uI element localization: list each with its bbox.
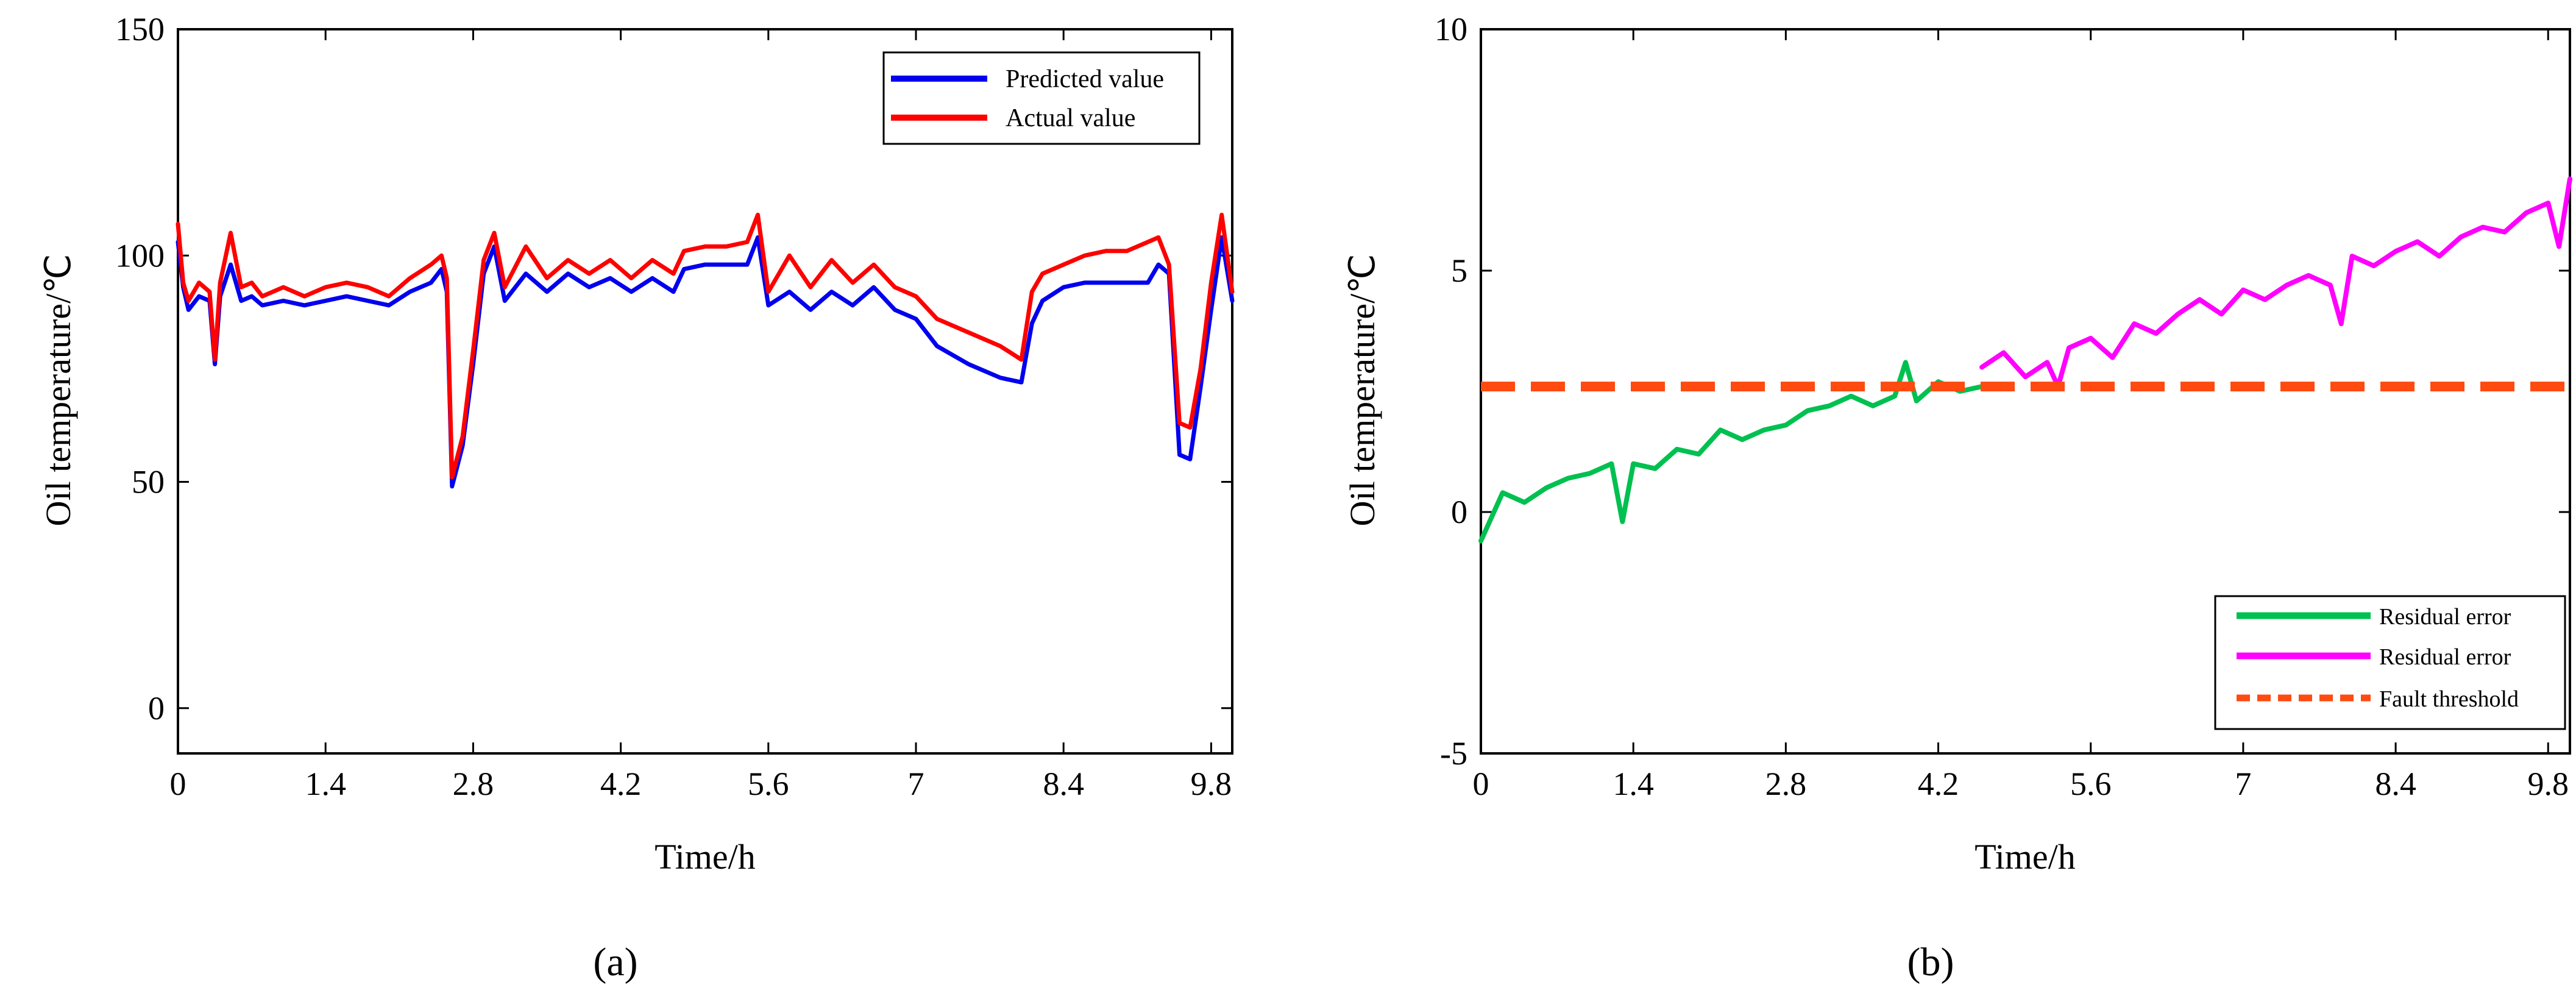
plot-area-a (177, 28, 1233, 755)
x-tick-label: 9.8 (2528, 766, 2569, 802)
y-tick-label: 5 (1451, 252, 1467, 289)
x-tick-label: 7 (2235, 766, 2251, 802)
y-tick-label: 150 (115, 11, 165, 48)
legend-a: Predicted value Actual value (882, 51, 1201, 145)
x-tick-label: 0 (170, 766, 186, 802)
x-tick-label: 1.4 (1613, 766, 1654, 802)
x-tick-label: 0 (1473, 766, 1489, 802)
y-tick-label: -5 (1440, 735, 1467, 772)
x-tick-label: 8.4 (2375, 766, 2416, 802)
legend-label-residual-error-magenta: Residual error (2379, 644, 2511, 670)
x-tick-label: 4.2 (1918, 766, 1959, 802)
x-tick-label: 7 (908, 766, 924, 802)
y-axis-label-a: Oil temperature/℃ (38, 254, 78, 527)
legend-b: Residual error Residual error Fault thre… (2214, 595, 2566, 730)
x-tick-label: 1.4 (305, 766, 346, 802)
y-tick-label: 100 (115, 237, 165, 274)
series-line-residual-error-0 (1478, 360, 1984, 544)
x-ticks-a: 0 1.4 2.8 4.2 5.6 7 8.4 9.8 (170, 29, 1232, 802)
y-ticks-a: 0 50 100 150 (115, 11, 1232, 727)
y-tick-label: 0 (1451, 494, 1467, 530)
x-tick-label: 2.8 (453, 766, 494, 802)
x-tick-label: 2.8 (1765, 766, 1807, 802)
series-line-predicted-value-0 (176, 235, 1235, 489)
x-ticks-b: 0 1.4 2.8 4.2 5.6 7 8.4 9.8 (1473, 29, 2569, 802)
y-tick-label: 0 (148, 690, 165, 727)
chart-a: 0 1.4 2.8 4.2 5.6 7 8.4 9.8 0 50 100 150 Predicted… (38, 11, 1235, 984)
x-axis-label-b: Time/h (1975, 837, 2075, 877)
series-lines-b (1478, 176, 2572, 544)
legend-label-fault-threshold: Fault threshold (2379, 686, 2519, 712)
x-tick-label: 4.2 (600, 766, 642, 802)
series-lines-a (176, 212, 1235, 489)
panel-label-b: (b) (1907, 940, 1954, 984)
x-tick-label: 5.6 (2070, 766, 2112, 802)
legend-label-actual-value: Actual value (1006, 104, 1135, 132)
x-tick-label: 9.8 (1191, 766, 1232, 802)
y-tick-label: 10 (1435, 11, 1467, 48)
y-tick-label: 50 (132, 464, 165, 500)
series-line-residual-error-1 (1979, 176, 2572, 390)
y-axis-label-b: Oil temperature/℃ (1343, 254, 1382, 527)
legend-box-a (882, 51, 1201, 145)
x-axis-label-a: Time/h (655, 837, 755, 877)
series-line-actual-value-1 (176, 212, 1235, 480)
panel-label-a: (a) (593, 940, 637, 984)
legend-label-predicted-value: Predicted value (1006, 65, 1164, 93)
x-tick-label: 5.6 (748, 766, 789, 802)
y-ticks-b: -5 0 5 10 (1435, 11, 2570, 772)
x-tick-label: 8.4 (1043, 766, 1084, 802)
legend-label-residual-error-green: Residual error (2379, 604, 2511, 630)
